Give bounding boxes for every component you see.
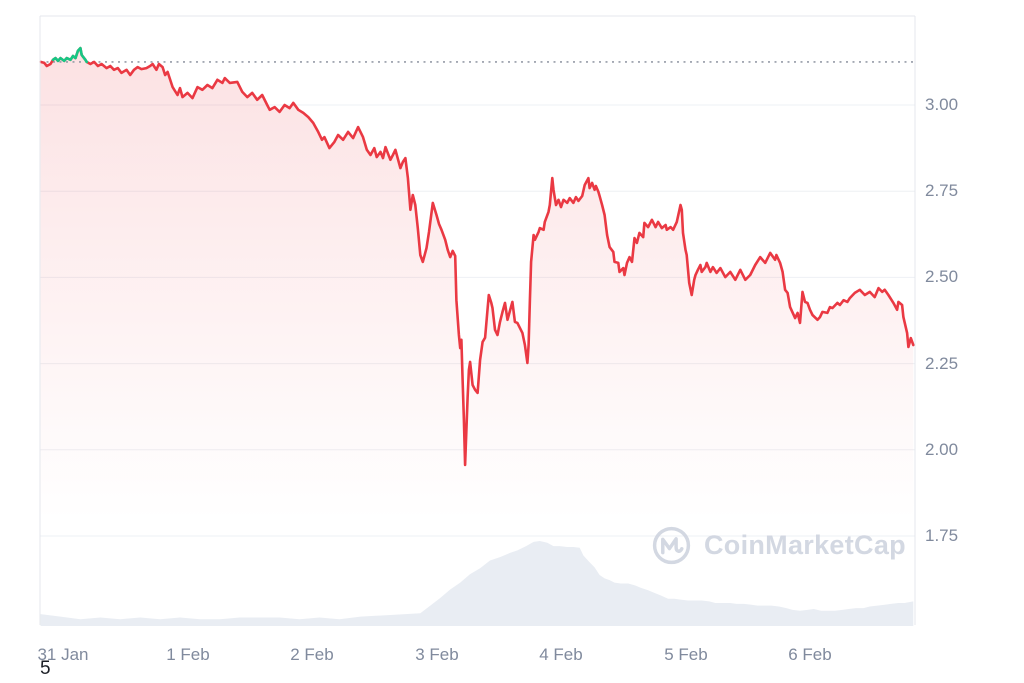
y-axis-label-0: 3.00 [925,95,959,114]
plot-border [39,15,916,625]
x-axis-label-4: 4 Feb [539,645,583,664]
x-axis-label-3: 3 Feb [415,645,459,664]
coinmarketcap-watermark: CoinMarketCap [651,525,906,566]
x-axis-label-1: 1 Feb [166,645,210,664]
y-axis-label-3: 2.25 [925,354,959,373]
y-axis-label-2: 2.50 [925,267,959,286]
y-axis-label-4: 2.00 [925,440,959,459]
price-area-fill [40,48,914,626]
x-axis-label-2: 2 Feb [290,645,334,664]
coinmarketcap-watermark-text: CoinMarketCap [704,530,906,560]
x-axis-label-5: 5 Feb [664,645,708,664]
coinmarketcap-logo-icon [652,526,691,565]
y-axis-label-5: 1.75 [925,526,959,545]
x-axis-label-6: 6 Feb [788,645,832,664]
stray-page-text: 5 [40,658,51,679]
price-line [39,46,915,467]
x-axis-label-0: 31 Jan [37,645,89,664]
y-axis-label-1: 2.75 [925,181,959,200]
